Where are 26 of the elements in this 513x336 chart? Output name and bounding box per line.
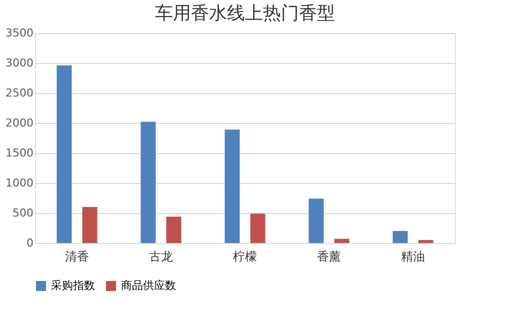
x-tick-label: 精油 (401, 250, 425, 264)
x-tick-label: 古龙 (149, 250, 173, 264)
chart-title: 车用香水线上热门香型 (155, 3, 335, 24)
x-tick-label: 柠檬 (233, 250, 257, 264)
y-tick-label: 500 (12, 206, 34, 220)
y-tick-label: 3000 (6, 56, 34, 70)
bar (250, 214, 266, 243)
bar (82, 207, 98, 243)
x-tick-label: 香薰 (317, 250, 341, 264)
bar (224, 130, 240, 243)
legend-label: 商品供应数 (121, 279, 176, 292)
bar (140, 122, 156, 243)
y-tick-label: 2000 (6, 116, 34, 130)
bar (308, 198, 324, 243)
y-tick-label: 1500 (6, 146, 34, 160)
y-tick-label: 0 (26, 236, 34, 250)
y-tick-label: 3500 (6, 26, 34, 40)
y-tick-label: 1000 (6, 176, 34, 190)
legend-label: 采购指数 (51, 279, 95, 292)
x-tick-label: 清香 (65, 250, 89, 264)
bar (334, 238, 350, 243)
bar (392, 231, 408, 243)
bar (56, 65, 72, 243)
bar (418, 240, 434, 243)
bar (166, 216, 182, 243)
y-tick-label: 2500 (6, 86, 34, 100)
